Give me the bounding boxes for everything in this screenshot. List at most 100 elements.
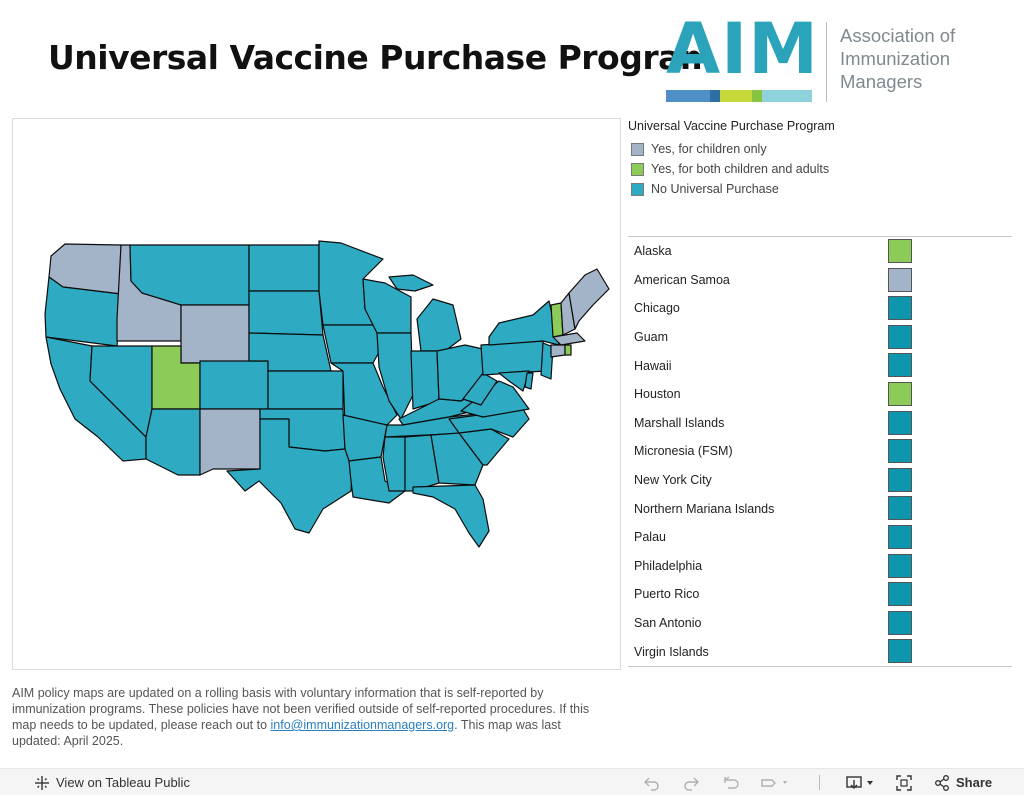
revert-icon (722, 775, 740, 791)
legend-title: Universal Vaccine Purchase Program (628, 119, 835, 133)
legend-item-children-only[interactable]: Yes, for children only (628, 139, 928, 159)
state-mississippi[interactable] (382, 436, 406, 492)
state-michigan[interactable] (416, 298, 462, 352)
share-label: Share (956, 775, 993, 790)
aim-logo: AIM Association of Immunization Managers (666, 8, 966, 104)
tableau-toolbar: View on Tableau Public Share (0, 768, 1024, 795)
table-row[interactable]: San Antonio (628, 609, 1012, 638)
note-text: AIM policy maps are updated on a rolling… (12, 686, 590, 732)
table-row[interactable]: New York City (628, 466, 1012, 495)
state-wyoming[interactable] (180, 304, 250, 364)
state-missouri[interactable] (330, 362, 398, 426)
state-rhode-island[interactable] (564, 344, 572, 356)
logo-mark: AIM (666, 8, 819, 90)
state-west-virginia[interactable] (462, 372, 498, 406)
contact-email-link[interactable]: info@immunizationmanagers.org (270, 718, 455, 732)
state-delaware[interactable] (524, 372, 534, 390)
download-button[interactable] (846, 769, 876, 796)
table-row[interactable]: Marshall Islands (628, 409, 1012, 438)
table-row-label: Micronesia (FSM) (634, 444, 733, 459)
toolbar-separator (819, 775, 820, 790)
undo-icon (643, 775, 661, 791)
fullscreen-icon (896, 774, 912, 791)
status-swatch (888, 381, 912, 406)
share-button[interactable]: Share (934, 769, 992, 796)
legend-label: No Universal Purchase (651, 182, 779, 196)
state-pennsylvania[interactable] (480, 340, 546, 376)
table-row-label: New York City (634, 473, 712, 488)
table-row[interactable]: Philadelphia (628, 552, 1012, 581)
state-michigan-up[interactable] (388, 274, 434, 292)
refresh-button[interactable] (759, 769, 789, 796)
logo-divider (826, 22, 827, 102)
redo-icon (682, 775, 700, 791)
table-row-label: San Antonio (634, 616, 702, 631)
state-arizona[interactable] (145, 408, 201, 476)
table-row[interactable]: Guam (628, 323, 1012, 352)
state-maine[interactable] (568, 268, 610, 330)
state-connecticut[interactable] (550, 344, 566, 358)
state-texas[interactable] (226, 418, 354, 534)
legend: Universal Vaccine Purchase Program Yes, … (628, 119, 928, 199)
state-kansas[interactable] (267, 370, 344, 410)
logo-text: Association of Immunization Managers (840, 25, 956, 92)
table-row[interactable]: Micronesia (FSM) (628, 437, 1012, 466)
state-florida[interactable] (412, 484, 490, 548)
state-colorado[interactable] (199, 360, 269, 410)
status-swatch (888, 353, 912, 378)
note-text-end: . This map was last updated: April 2025. (12, 718, 561, 748)
table-row-label: Chicago (634, 301, 680, 316)
table-row-label: Hawaii (634, 358, 672, 373)
table-row[interactable]: Palau (628, 523, 1012, 552)
table-row[interactable]: Virgin Islands (628, 637, 1012, 666)
legend-label: Yes, for both children and adults (651, 162, 830, 176)
status-swatch (888, 324, 912, 349)
page-title: Universal Vaccine Purchase Program (48, 38, 714, 77)
revert-button[interactable] (722, 769, 740, 796)
view-on-tableau-button[interactable]: View on Tableau Public (34, 769, 190, 796)
legend-swatch (631, 182, 644, 196)
table-row[interactable]: American Samoa (628, 266, 1012, 295)
legend-swatch (631, 142, 644, 156)
legend-item-children-adults[interactable]: Yes, for both children and adults (628, 159, 928, 179)
state-north-dakota[interactable] (248, 244, 320, 292)
share-icon (934, 774, 950, 791)
table-row-label: Virgin Islands (634, 644, 709, 659)
status-swatch (888, 296, 912, 321)
state-georgia[interactable] (430, 432, 484, 486)
table-row-label: Houston (634, 387, 681, 402)
redo-button[interactable] (682, 769, 700, 796)
table-row[interactable]: Houston (628, 380, 1012, 409)
state-south-dakota[interactable] (248, 290, 324, 336)
table-row-label: Palau (634, 530, 666, 545)
legend-item-no-universal[interactable]: No Universal Purchase (628, 179, 928, 199)
fullscreen-button[interactable] (896, 769, 912, 796)
table-row-label: Puerto Rico (634, 587, 700, 602)
table-row[interactable]: Chicago (628, 294, 1012, 323)
territory-table: Alaska American Samoa Chicago Guam Hawaii Hou… (628, 236, 1012, 667)
status-swatch (888, 439, 912, 464)
logo-color-bar (666, 90, 812, 102)
state-massachusetts[interactable] (552, 332, 586, 346)
table-row[interactable]: Hawaii (628, 351, 1012, 380)
table-row[interactable]: Alaska (628, 237, 1012, 266)
state-iowa[interactable] (322, 324, 384, 364)
legend-swatch (631, 162, 644, 176)
state-maryland[interactable] (498, 370, 530, 392)
status-swatch (888, 267, 912, 292)
status-swatch (888, 582, 912, 607)
state-new-mexico[interactable] (199, 408, 261, 476)
tableau-icon (34, 775, 50, 791)
table-row[interactable]: Puerto Rico (628, 580, 1012, 609)
undo-button[interactable] (643, 769, 661, 796)
us-map-svg (44, 240, 610, 548)
view-on-tableau-label: View on Tableau Public (56, 775, 190, 790)
state-new-york[interactable] (488, 300, 560, 346)
status-swatch (888, 639, 912, 664)
us-map[interactable] (12, 118, 621, 670)
state-indiana[interactable] (410, 350, 440, 410)
table-row[interactable]: Northern Mariana Islands (628, 494, 1012, 523)
table-row-label: Alaska (634, 244, 672, 259)
state-new-jersey[interactable] (540, 342, 554, 380)
status-swatch (888, 467, 912, 492)
